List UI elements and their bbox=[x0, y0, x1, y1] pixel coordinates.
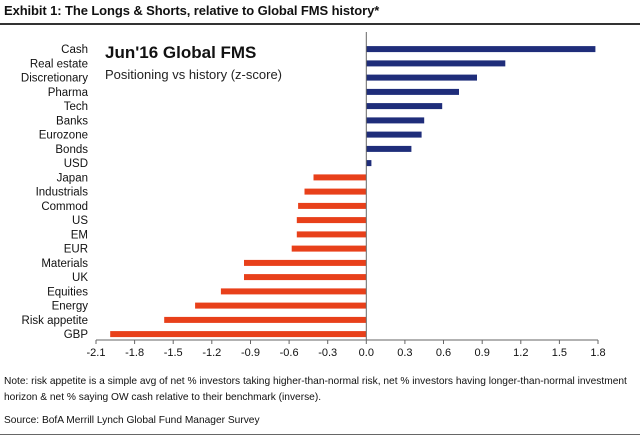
category-labels: Cash Real estate Discretionary Pharma Tech Ba… bbox=[21, 44, 89, 341]
x-tick-label: 0.3 bbox=[397, 347, 412, 359]
category-label: Japan bbox=[57, 172, 88, 184]
title-rule bbox=[0, 23, 640, 25]
bar-japan bbox=[313, 174, 367, 181]
bar-real-estate bbox=[366, 60, 506, 67]
chart-title: Jun'16 Global FMS bbox=[105, 43, 256, 62]
bar-eurozone bbox=[366, 131, 422, 138]
x-tick-label: -0.3 bbox=[318, 347, 337, 359]
bar-risk-appetite bbox=[164, 316, 367, 323]
category-label: Pharma bbox=[48, 87, 89, 99]
category-label: Energy bbox=[52, 301, 89, 313]
x-tick-label: -1.8 bbox=[125, 347, 144, 359]
bar-pharma bbox=[366, 88, 459, 95]
x-tick-label: 0.9 bbox=[475, 347, 490, 359]
bar-cash bbox=[366, 46, 596, 53]
x-tick-label: -1.5 bbox=[164, 347, 183, 359]
category-label: Eurozone bbox=[39, 130, 88, 142]
category-label: Industrials bbox=[36, 187, 89, 199]
bar-commod bbox=[298, 202, 367, 209]
x-tick-label: 1.2 bbox=[513, 347, 528, 359]
category-label: Bonds bbox=[55, 144, 88, 156]
bar-bonds bbox=[366, 145, 412, 152]
source-line: Source: BofA Merrill Lynch Global Fund M… bbox=[4, 415, 260, 426]
category-label: Materials bbox=[41, 258, 88, 270]
bar-materials bbox=[244, 259, 367, 266]
x-tick-label: -0.9 bbox=[241, 347, 260, 359]
bar-energy bbox=[195, 302, 367, 309]
bar-discretionary bbox=[366, 74, 477, 81]
category-label: Real estate bbox=[30, 58, 88, 70]
category-label: Cash bbox=[61, 44, 88, 56]
bottom-rule bbox=[0, 434, 640, 435]
bars bbox=[110, 46, 596, 338]
bar-tech bbox=[366, 103, 443, 110]
category-label: UK bbox=[72, 272, 88, 284]
category-label: Discretionary bbox=[21, 73, 88, 85]
bar-chart: -2.1 -1.8 -1.5 -1.2 -0.9 -0.6 -0.3 0.0 0.3 0.6 0.9… bbox=[21, 32, 606, 359]
bar-usd bbox=[366, 160, 372, 167]
category-label: EUR bbox=[64, 244, 88, 256]
x-tick-label: 0.6 bbox=[436, 347, 451, 359]
category-label: Risk appetite bbox=[22, 315, 88, 327]
x-tick-label: -0.6 bbox=[280, 347, 299, 359]
chart-subtitle: Positioning vs history (z-score) bbox=[105, 67, 282, 82]
bar-banks bbox=[366, 117, 425, 124]
x-tick-label: 1.8 bbox=[590, 347, 605, 359]
category-label: Equities bbox=[47, 286, 88, 298]
category-label: US bbox=[72, 215, 88, 227]
bar-em bbox=[296, 231, 367, 238]
bar-uk bbox=[244, 274, 367, 281]
exhibit-title: Exhibit 1: The Longs & Shorts, relative … bbox=[4, 3, 380, 18]
x-tick-label: -1.2 bbox=[202, 347, 221, 359]
x-ticks: -2.1 -1.8 -1.5 -1.2 -0.9 -0.6 -0.3 0.0 0.3 0.6 0.9… bbox=[87, 340, 606, 359]
category-label: EM bbox=[71, 229, 88, 241]
bar-gbp bbox=[110, 331, 367, 338]
x-tick-label: 0.0 bbox=[359, 347, 374, 359]
bar-us bbox=[296, 217, 367, 224]
footnote: Note: risk appetite is a simple avg of n… bbox=[4, 376, 627, 403]
bar-industrials bbox=[304, 188, 367, 195]
category-label: Commod bbox=[41, 201, 88, 213]
category-label: Tech bbox=[64, 101, 88, 113]
bar-eur bbox=[291, 245, 367, 252]
category-label: Banks bbox=[56, 115, 88, 127]
x-tick-label: -2.1 bbox=[87, 347, 106, 359]
category-label: GBP bbox=[64, 329, 89, 341]
category-label: USD bbox=[64, 158, 88, 170]
bar-equities bbox=[220, 288, 367, 295]
x-tick-label: 1.5 bbox=[552, 347, 567, 359]
